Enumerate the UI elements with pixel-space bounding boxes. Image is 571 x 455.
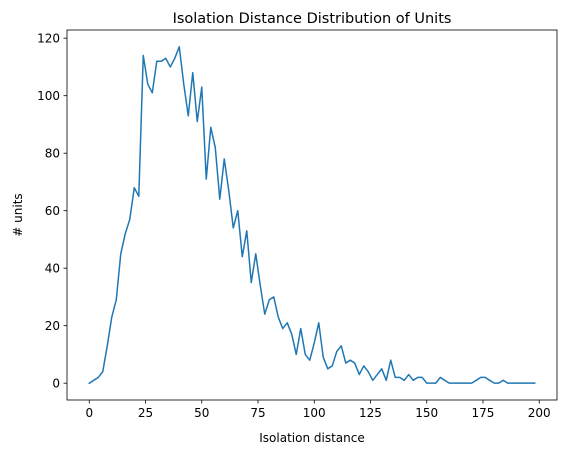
x-tick-label: 25 (138, 406, 153, 420)
y-axis-ticks: 0 20 40 60 80 100 120 (37, 31, 67, 390)
x-tick-label: 175 (472, 406, 495, 420)
y-tick-label: 0 (52, 376, 60, 390)
x-tick-label: 50 (194, 406, 209, 420)
x-tick-label: 75 (250, 406, 265, 420)
x-tick-label: 200 (528, 406, 551, 420)
y-tick-label: 20 (45, 319, 60, 333)
x-axis-ticks: 0 25 50 75 100 125 150 175 200 (85, 400, 551, 420)
chart-title: Isolation Distance Distribution of Units (173, 11, 452, 27)
y-tick-label: 100 (37, 89, 60, 103)
series-line (88, 46, 536, 385)
plot-frame (66, 29, 558, 401)
y-tick-label: 40 (45, 261, 60, 275)
y-axis-label: # units (11, 193, 25, 236)
plot-area (66, 29, 558, 401)
y-tick-label: 120 (37, 31, 60, 45)
x-axis-label: Isolation distance (259, 431, 364, 445)
x-tick-label: 150 (415, 406, 438, 420)
x-tick-label: 125 (359, 406, 382, 420)
x-tick-label: 100 (303, 406, 326, 420)
x-tick-label: 0 (85, 406, 93, 420)
y-tick-label: 80 (45, 146, 60, 160)
y-tick-label: 60 (45, 204, 60, 218)
